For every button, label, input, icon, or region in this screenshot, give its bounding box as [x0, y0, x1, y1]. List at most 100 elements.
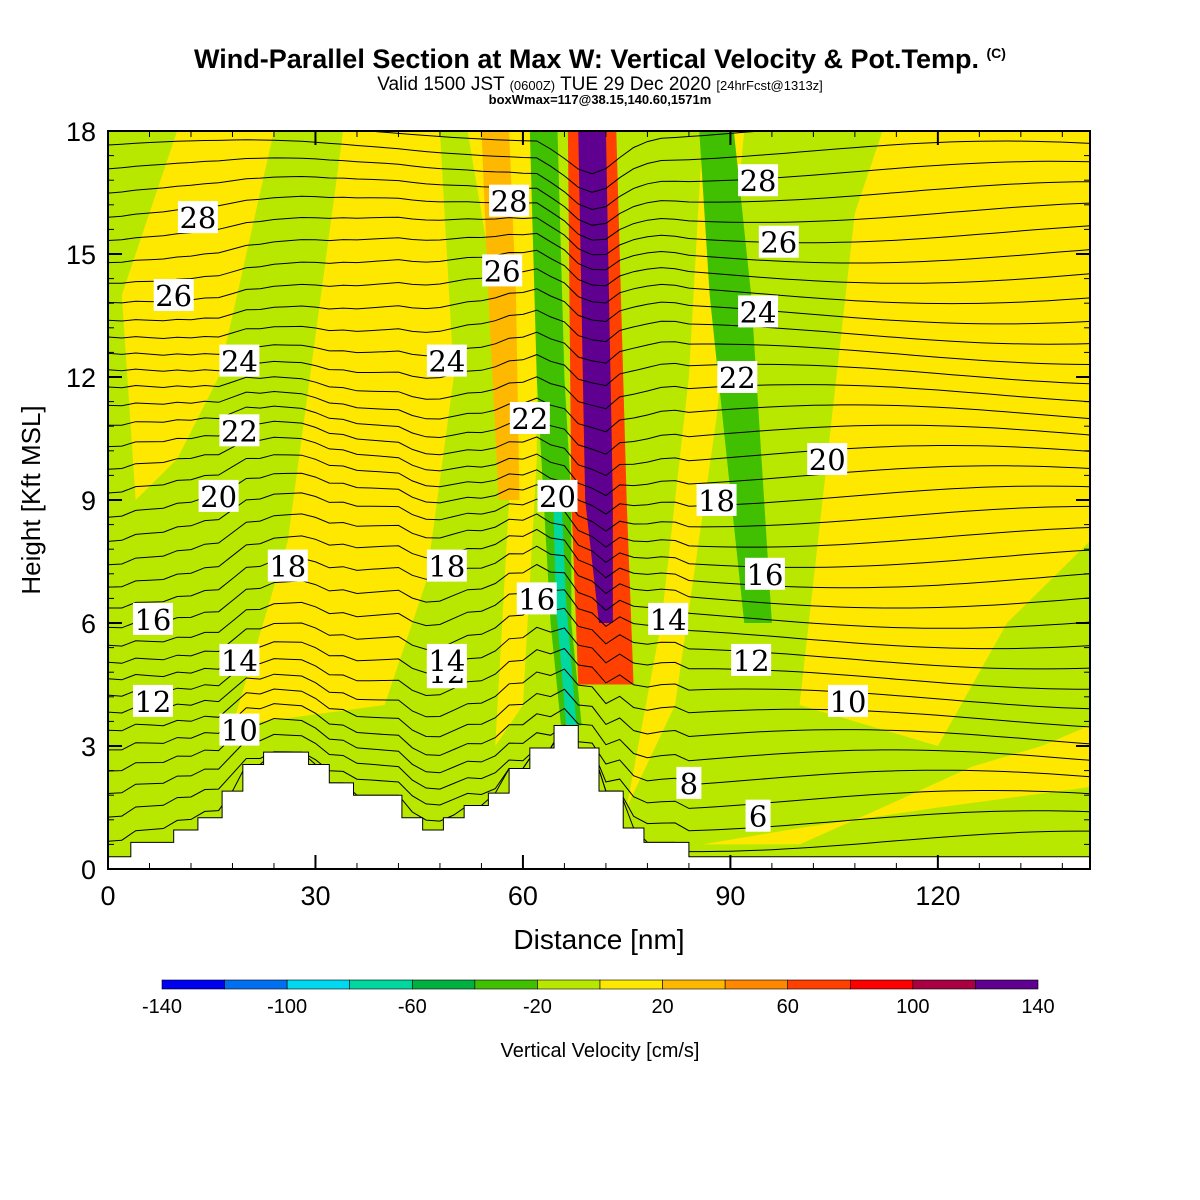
- isentrope-line: [108, 668, 1090, 728]
- isentrope-label-box: [132, 684, 173, 717]
- isentrope-label: 22: [511, 402, 548, 436]
- colorbar-tick-label: 100: [896, 996, 929, 1018]
- isentrope-label-box: [489, 184, 530, 217]
- isentrope-label-box: [516, 582, 557, 615]
- isentrope-labels: 6810101212121414141616161818182020202222…: [132, 164, 868, 834]
- isentrope-label: 16: [747, 558, 784, 592]
- isentrope-label-box: [177, 201, 218, 234]
- isentrope-label: 24: [740, 295, 777, 329]
- isentrope-label: 24: [221, 345, 258, 379]
- isentrope-label: 22: [221, 414, 258, 448]
- isentrope-label-box: [426, 643, 467, 676]
- isentrope-label-box: [219, 643, 260, 676]
- isentrope-label: 20: [809, 443, 846, 477]
- isentrope-line: [363, 131, 767, 175]
- isentrope-line: [108, 405, 1090, 455]
- x-tick-label: 0: [100, 881, 115, 911]
- chart-box-info: boxWmax=117@38.15,140.60,1571m: [488, 92, 712, 107]
- y-tick-label: 3: [81, 732, 96, 762]
- isentrope-label-box: [738, 295, 779, 328]
- positive-velocity-patch: [121, 131, 274, 500]
- colorbar-swatch: [912, 979, 976, 990]
- isentrope-line: [108, 376, 1090, 410]
- colorbar-swatch: [411, 979, 476, 990]
- isentrope-label-box: [267, 549, 308, 582]
- isentrope-label: 14: [221, 644, 258, 678]
- isentrope-label: 24: [428, 345, 465, 379]
- isentrope-line: [108, 436, 1090, 497]
- isentrope-line: [108, 472, 1090, 532]
- colorbar-tick-label: 20: [651, 996, 673, 1018]
- y-tick-label: 9: [81, 486, 96, 516]
- y-axis: 0 3 6 9 12 15 18: [66, 117, 1090, 885]
- isentrope-label-box: [827, 684, 868, 717]
- colorbar-swatch: [349, 979, 413, 990]
- chart-title: Wind-Parallel Section at Max W: Vertical…: [194, 44, 1006, 74]
- isentrope-label: 12: [134, 685, 171, 719]
- isentrope-line: [108, 604, 1090, 670]
- colorbar-tick-label: -140: [142, 996, 182, 1018]
- isentrope-label: 16: [134, 603, 171, 637]
- isentrope-label-box: [482, 254, 523, 287]
- isentrope-label-box: [153, 279, 194, 311]
- isentrope-line: [108, 688, 1090, 745]
- colorbar-swatch: [975, 979, 1039, 990]
- positive-velocity-patch: [799, 131, 1090, 746]
- isentrope-label: 26: [155, 279, 192, 313]
- isentrope-line: [108, 232, 1090, 271]
- isentrope-label: 14: [650, 603, 687, 637]
- isentrope-label-box: [132, 602, 173, 635]
- terrain: [108, 725, 1090, 869]
- isentrope-label: 20: [200, 480, 237, 514]
- x-tick-label: 120: [915, 881, 960, 911]
- isentrope-line: [108, 454, 1090, 515]
- y-tick-label: 12: [66, 363, 96, 393]
- isentrope-label-box: [648, 602, 689, 635]
- x-tick-label: 90: [715, 881, 745, 911]
- isentrope-label-box: [426, 549, 467, 582]
- isentrope-label: 26: [484, 254, 521, 288]
- isentrope-label-box: [676, 766, 702, 799]
- isentrope-label: 14: [428, 644, 465, 678]
- isentrope-label: 8: [680, 767, 698, 801]
- isentrope-label-box: [696, 484, 737, 516]
- copyright-mark: (C): [986, 45, 1006, 61]
- isentrope-label: 12: [733, 644, 770, 678]
- isentrope-line: [108, 513, 1090, 568]
- colorbar-swatch: [662, 979, 726, 990]
- colorbar-swatch: [849, 979, 914, 990]
- isentrope-line: [108, 331, 1090, 365]
- colorbar-tick-label: 140: [1021, 996, 1054, 1018]
- y-tick-label: 18: [66, 117, 96, 147]
- isentrope-label: 16: [518, 582, 555, 616]
- colorbar-tick-label: -20: [523, 996, 552, 1018]
- isentrope-label-box: [758, 225, 799, 258]
- isentrope-label-box: [198, 479, 239, 512]
- colorbar-tick-label: -60: [398, 996, 427, 1018]
- isentrope-label-box: [537, 479, 578, 512]
- y-axis-label: Height [Kft MSL]: [16, 405, 46, 594]
- isentrope-label-box: [731, 643, 772, 676]
- colorbar-swatch: [724, 979, 789, 990]
- x-axis-label: Distance [nm]: [513, 924, 684, 955]
- isentrope-line: [108, 563, 1090, 629]
- x-tick-label: 60: [508, 881, 538, 911]
- isentrope-label: 18: [269, 550, 306, 584]
- isentrope-line: [108, 703, 1090, 762]
- colorbar-tick-label: -100: [267, 996, 307, 1018]
- colorbar-tick-label: 60: [777, 996, 799, 1018]
- isentrope-label: 6: [749, 800, 767, 834]
- isentrope-label-box: [219, 414, 260, 447]
- velocity-core: [553, 500, 577, 726]
- isentrope-line: [108, 492, 1090, 548]
- isentrope-line: [108, 175, 1090, 226]
- colorbar: -140 -100 -60 -20 20 60 100 140: [142, 979, 1055, 1018]
- isentrope-label: 20: [539, 480, 576, 514]
- y-tick-label: 0: [81, 855, 96, 885]
- colorbar-swatch: [474, 979, 538, 990]
- isentrope-label-box: [219, 344, 260, 377]
- isentrope-label-box: [219, 713, 260, 746]
- isentrope-line: [108, 309, 1090, 345]
- isentrope-label: 28: [740, 164, 777, 198]
